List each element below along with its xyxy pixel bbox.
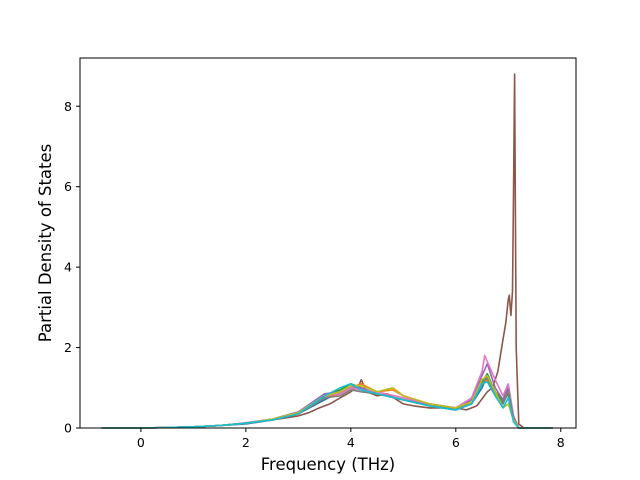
y-tick-label: 2	[64, 340, 72, 355]
x-axis-ticks: 0 2 4 6 8	[137, 428, 565, 450]
plot-lines	[101, 73, 553, 429]
x-axis-label: Frequency (THz)	[261, 455, 396, 474]
y-axis-ticks: 0 2 4 6 8	[64, 99, 80, 436]
y-tick-label: 0	[64, 421, 72, 436]
y-axis-label: Partial Density of States	[36, 144, 55, 343]
x-tick-label: 4	[347, 435, 355, 450]
pdos-series-line	[101, 380, 553, 429]
x-tick-label: 2	[242, 435, 250, 450]
y-tick-label: 6	[64, 179, 72, 194]
x-tick-label: 8	[557, 435, 565, 450]
pdos-series-line	[101, 73, 553, 429]
y-tick-label: 4	[64, 260, 72, 275]
y-tick-label: 8	[64, 99, 72, 114]
x-tick-label: 6	[452, 435, 460, 450]
plot-frame	[79, 57, 577, 429]
x-tick-label: 0	[137, 435, 145, 450]
